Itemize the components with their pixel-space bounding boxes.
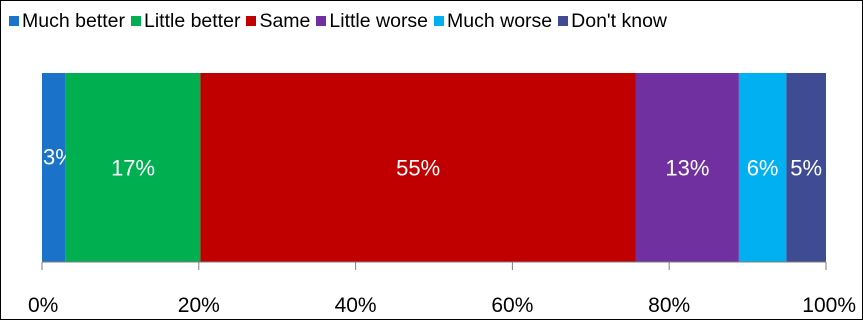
data-label-little-worse: 13% [665, 156, 709, 181]
bar-segment-little-worse [635, 73, 739, 262]
legend-item-much-better: Much better [9, 10, 125, 33]
data-label-don-t-know: 5% [790, 156, 822, 181]
legend-swatch [9, 16, 19, 26]
data-label-same: 55% [396, 156, 440, 181]
legend-item-little-better: Little better [130, 9, 241, 33]
legend-swatch [316, 16, 327, 26]
legend: Much better Little better Same Little worse… [9, 9, 673, 33]
x-tick-label: 60% [491, 294, 533, 317]
bar-segment-don-t-know [786, 73, 826, 262]
data-label-little-better: 17% [111, 156, 155, 181]
bar-segment-much-worse [738, 73, 787, 262]
legend-item-same: Same [246, 10, 310, 33]
legend-item-much-worse: Much worse [434, 10, 552, 33]
bar-segment-same [200, 73, 636, 262]
legend-label: Much better [22, 9, 125, 32]
legend-swatch [130, 16, 141, 26]
x-tick-label: 100% [802, 294, 856, 317]
bar-segment-little-better [65, 73, 201, 262]
legend-item-don-t-know: Don't know [558, 10, 667, 33]
bar-segment-much-better [42, 73, 66, 262]
legend-label: Don't know [571, 9, 668, 32]
legend-item-little-worse: Little worse [316, 10, 428, 33]
legend-label: Same [259, 9, 311, 32]
legend-label: Much worse [447, 9, 553, 32]
x-tick-label: 40% [335, 294, 377, 317]
legend-swatch [434, 16, 445, 26]
legend-swatch [558, 16, 569, 26]
legend-label: Little worse [329, 9, 429, 32]
legend-swatch [246, 16, 257, 26]
x-tick-label: 80% [648, 294, 690, 317]
x-tick-label: 20% [178, 294, 220, 317]
legend-label: Little better [143, 9, 241, 32]
data-label-much-worse: 6% [747, 156, 779, 181]
x-tick-label: 0% [28, 294, 58, 317]
